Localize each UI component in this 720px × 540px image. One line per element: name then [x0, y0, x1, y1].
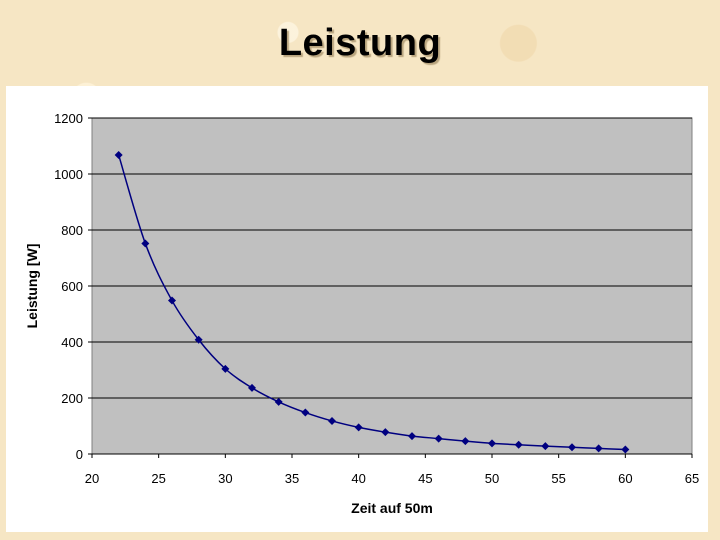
data-point [141, 239, 150, 248]
chart-frame: 0 200 400 600 800 1000 1200 20 25 30 35 40 45 50 55 60 6… [6, 86, 708, 532]
data-point [408, 432, 416, 441]
data-point [354, 423, 363, 432]
gridlines [92, 117, 692, 455]
y-tick-label: 200 [61, 391, 83, 406]
slide-title: Leistung [278, 22, 442, 64]
data-point [221, 364, 230, 373]
series-layer [114, 150, 630, 454]
data-point [594, 444, 603, 453]
data-point [168, 296, 176, 305]
x-tick-label: 60 [618, 471, 632, 486]
x-tick-label: 55 [551, 471, 565, 486]
data-point [488, 439, 496, 448]
y-tick-label: 800 [61, 223, 83, 238]
x-tick-label: 65 [685, 471, 699, 486]
y-axis-label: Leistung [W] [24, 244, 40, 329]
y-tick-label: 1000 [54, 167, 83, 182]
data-point [568, 443, 576, 452]
data-point [461, 437, 470, 446]
y-tick-label: 400 [61, 335, 83, 350]
x-tick-label: 35 [285, 471, 299, 486]
y-tick-label: 600 [61, 279, 83, 294]
data-point [541, 442, 550, 451]
x-tick-label: 45 [418, 471, 432, 486]
y-tick-label: 0 [76, 447, 83, 462]
data-point [194, 335, 203, 344]
data-point [621, 445, 630, 454]
data-point [248, 383, 256, 392]
data-point [301, 408, 310, 417]
data-point [114, 150, 123, 159]
data-point [328, 416, 336, 425]
data-point [434, 434, 443, 443]
x-tick-label: 25 [151, 471, 165, 486]
y-tick-label: 1200 [54, 111, 83, 126]
data-point [514, 440, 523, 449]
data-point [381, 428, 390, 437]
tick-labels: 0 200 400 600 800 1000 1200 20 25 30 35 40 45 50 55 60 6… [54, 111, 699, 486]
x-tick-label: 30 [218, 471, 232, 486]
x-tick-label: 20 [85, 471, 99, 486]
x-axis-label: Zeit auf 50m [351, 500, 433, 516]
data-point [274, 397, 283, 406]
x-tick-label: 50 [485, 471, 499, 486]
chart: 0 200 400 600 800 1000 1200 20 25 30 35 40 45 50 55 60 6… [24, 111, 699, 516]
x-tick-label: 40 [351, 471, 365, 486]
